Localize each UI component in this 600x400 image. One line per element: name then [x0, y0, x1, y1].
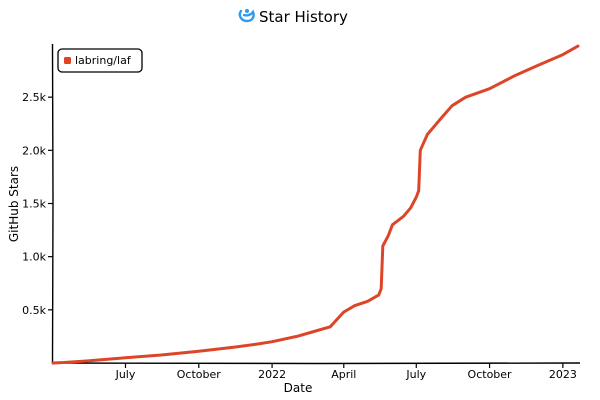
legend: labring/laf — [57, 48, 143, 73]
x-axis-ticks: July October 2022 April July October 2023 — [115, 363, 577, 381]
x-tick-label: July — [115, 368, 136, 381]
x-tick-label: 2022 — [258, 368, 286, 381]
y-tick-label: 2.5k — [22, 91, 46, 104]
x-axis-title: Date — [284, 381, 313, 395]
x-tick-label: July — [405, 368, 426, 381]
x-tick-label: April — [331, 368, 356, 381]
y-axis-ticks: 0.5k 1.0k 1.5k 2.0k 2.5k — [22, 91, 53, 317]
y-tick-label: 0.5k — [22, 304, 46, 317]
x-tick-label: October — [177, 368, 221, 381]
y-axis-line — [51, 43, 54, 364]
y-axis-title: GitHub Stars — [7, 166, 21, 242]
x-tick-label: October — [468, 368, 512, 381]
x-tick-label: 2023 — [549, 368, 577, 381]
y-tick-label: 2.0k — [22, 144, 46, 157]
chart-title: Star History — [259, 8, 348, 26]
y-tick-label: 1.0k — [22, 251, 46, 264]
x-axis-line — [51, 362, 581, 365]
y-tick-label: 1.5k — [22, 198, 46, 211]
legend-label: labring/laf — [75, 54, 132, 67]
series-line — [51, 44, 580, 365]
legend-swatch — [64, 57, 71, 64]
series-group — [51, 44, 580, 365]
axes — [51, 43, 581, 365]
chart-title-group: Star History — [238, 8, 348, 26]
star-history-logo-icon — [238, 9, 255, 23]
legend-box — [57, 48, 143, 73]
